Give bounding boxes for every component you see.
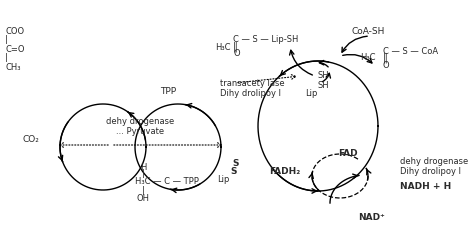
Text: SH: SH — [318, 70, 329, 79]
Text: H₃C: H₃C — [215, 42, 230, 51]
Text: dehy drogenase: dehy drogenase — [400, 157, 468, 166]
Text: Dihy drolipoy l: Dihy drolipoy l — [220, 89, 281, 98]
Text: FADH₂: FADH₂ — [269, 167, 300, 176]
Text: ... Pyruvate: ... Pyruvate — [116, 127, 164, 136]
Text: |: | — [5, 52, 8, 61]
Text: C — S — Lip-SH: C — S — Lip-SH — [233, 35, 298, 44]
Text: S: S — [230, 167, 237, 176]
Text: H: H — [140, 162, 146, 171]
Text: COO: COO — [5, 27, 24, 36]
Text: SH: SH — [318, 80, 329, 89]
Text: CO₂: CO₂ — [22, 134, 39, 143]
Text: NADH + H: NADH + H — [400, 182, 451, 191]
Text: O: O — [383, 60, 390, 69]
Text: C — S — CoA: C — S — CoA — [383, 46, 438, 55]
Text: S: S — [232, 159, 238, 168]
Text: |: | — [5, 34, 8, 43]
Text: H₃C — C — TPP: H₃C — C — TPP — [135, 177, 199, 186]
Text: CoA-SH: CoA-SH — [351, 27, 385, 36]
Text: NAD⁺: NAD⁺ — [358, 213, 385, 222]
Text: FAD: FAD — [338, 149, 357, 158]
Text: |: | — [142, 186, 145, 195]
Text: OH: OH — [137, 194, 149, 203]
Text: ‖: ‖ — [383, 52, 388, 63]
Text: CH₃: CH₃ — [5, 62, 20, 71]
Text: Lip: Lip — [305, 89, 318, 98]
Text: TPP: TPP — [160, 87, 176, 96]
Text: Dihy drolipoy l: Dihy drolipoy l — [400, 167, 461, 176]
Text: transacety lase: transacety lase — [220, 79, 284, 88]
Text: |: | — [142, 169, 145, 178]
Text: C=O: C=O — [5, 44, 25, 53]
Text: Lip: Lip — [217, 175, 229, 184]
Text: O: O — [233, 49, 240, 58]
Text: ‖: ‖ — [233, 42, 238, 52]
Text: dehy drogenase: dehy drogenase — [106, 117, 174, 126]
Text: H₃C: H₃C — [360, 52, 375, 61]
